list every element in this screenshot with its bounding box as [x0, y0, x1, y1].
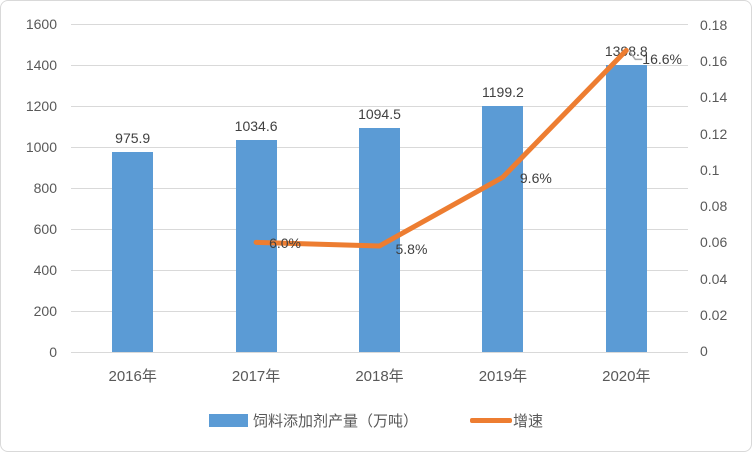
right-axis-tick-label: 0.04: [700, 270, 728, 287]
line-series-swatch: [470, 418, 512, 423]
x-axis-label: 2019年: [478, 368, 528, 385]
left-axis-tick-label: 1600: [25, 16, 57, 32]
legend-item-production[interactable]: 饲料添加剂产量（万吨）: [208, 410, 418, 431]
right-axis-tick-label: 0.02: [700, 306, 728, 323]
left-axis-tick-label: 1200: [25, 98, 57, 114]
right-axis-tick-label: 0.18: [700, 17, 728, 33]
left-axis-tick-label: 0: [49, 344, 57, 360]
growth-value-label: 9.6%: [519, 170, 552, 187]
bar-2016年[interactable]: [112, 151, 154, 352]
right-axis-tick-label: 0.16: [700, 53, 728, 70]
growth-value-label: 5.8%: [395, 240, 428, 257]
left-axis-tick-label: 1400: [25, 57, 57, 73]
growth-line[interactable]: [253, 47, 629, 249]
growth-value-label: 6.0%: [269, 235, 302, 252]
right-axis-tick-label: 0.1: [700, 161, 720, 178]
bar-series-swatch: [208, 414, 248, 427]
bar-2017年[interactable]: [235, 139, 277, 352]
left-axis-tick-label: 400: [33, 262, 57, 278]
legend-label-growth: 增速: [513, 413, 544, 430]
bar-value-label: 1094.5: [358, 105, 401, 122]
x-axis-label: 2020年: [602, 368, 651, 385]
right-axis-tick-label: 0.08: [700, 198, 728, 215]
x-axis-label: 2017年: [231, 368, 281, 385]
bar-2019年[interactable]: [482, 106, 524, 352]
gridline: [71, 351, 688, 353]
left-axis-tick-label: 1000: [25, 139, 57, 155]
gridline: [71, 23, 688, 25]
bar-value-label: 1199.2: [482, 84, 524, 101]
left-axis-tick-label: 200: [33, 303, 57, 319]
legend-label-production: 饲料添加剂产量（万吨）: [252, 413, 418, 430]
legend-item-growth[interactable]: 增速: [470, 410, 543, 431]
right-axis-tick-label: 0.06: [700, 234, 728, 251]
right-axis-tick-label: 0.12: [700, 125, 728, 142]
left-axis-tick-label: 800: [33, 180, 57, 196]
left-axis-tick-label: 600: [33, 221, 57, 237]
gridline: [71, 64, 688, 66]
legend: 饲料添加剂产量（万吨） 增速: [1, 410, 751, 431]
growth-value-label: 16.6%: [642, 51, 682, 68]
gridline: [71, 105, 688, 107]
bar-2020年[interactable]: [605, 65, 647, 352]
bar-value-label: 1034.6: [234, 117, 278, 134]
x-axis-label: 2016年: [108, 368, 157, 385]
right-axis-tick-label: 0: [700, 343, 708, 359]
bar-value-label: 975.9: [115, 129, 151, 146]
x-axis-label: 2018年: [355, 368, 404, 385]
right-axis-tick-label: 0.14: [700, 89, 728, 106]
